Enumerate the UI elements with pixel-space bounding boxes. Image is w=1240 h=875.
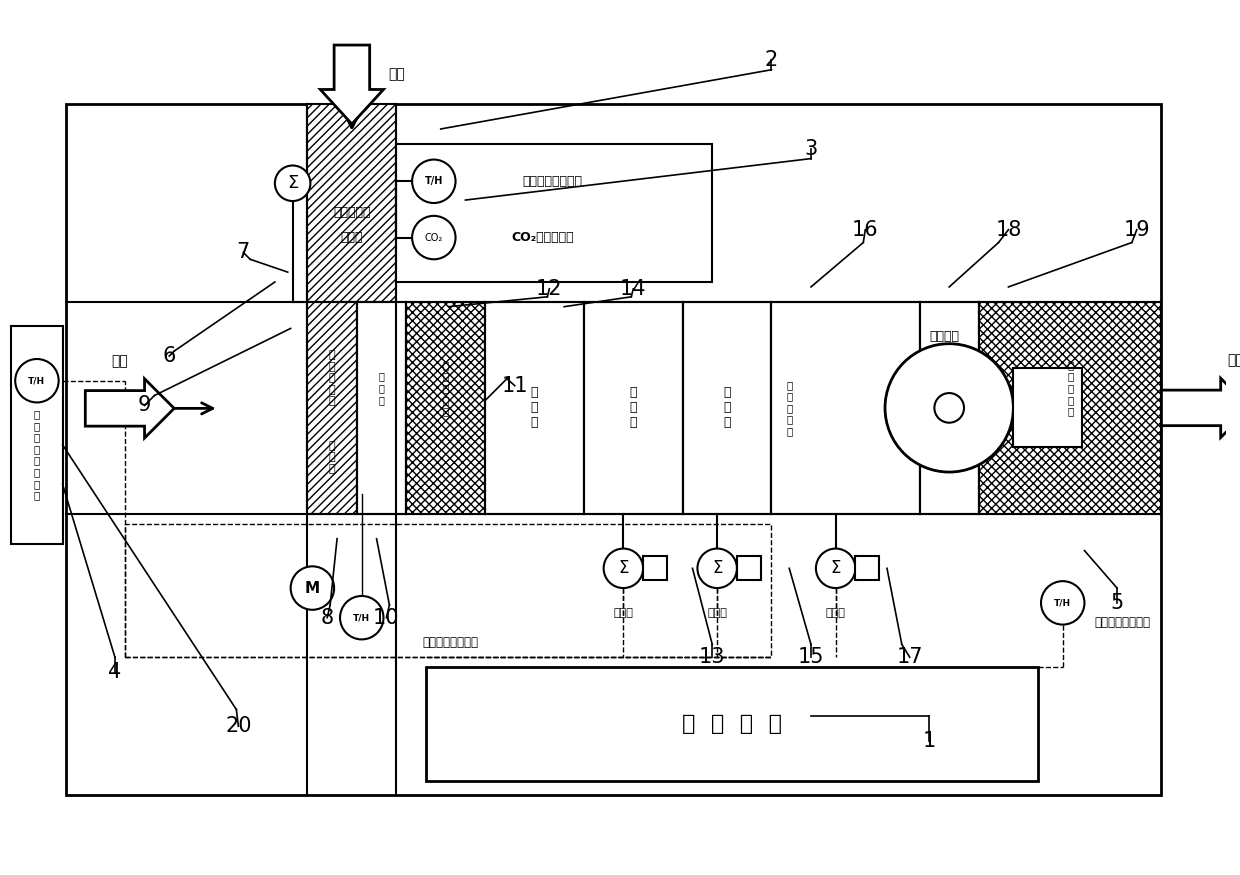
Circle shape <box>412 159 455 203</box>
Text: T/H: T/H <box>1054 598 1071 607</box>
Bar <box>425 667 1038 780</box>
Polygon shape <box>86 379 174 438</box>
Bar <box>66 104 1162 795</box>
Text: 8: 8 <box>321 607 334 627</box>
Text: T/H: T/H <box>353 613 371 622</box>
Text: 蒸流阀: 蒸流阀 <box>826 608 846 618</box>
Text: 18: 18 <box>996 220 1022 240</box>
Text: 新
风
段: 新 风 段 <box>378 372 384 405</box>
Text: 热水阀: 热水阀 <box>707 608 727 618</box>
Text: Σ: Σ <box>618 559 629 578</box>
Polygon shape <box>320 45 383 124</box>
Circle shape <box>340 596 383 640</box>
Text: Σ: Σ <box>831 559 841 578</box>
Bar <box>1013 368 1083 447</box>
Polygon shape <box>1162 378 1240 438</box>
Text: 新
风
段: 新 风 段 <box>329 441 336 474</box>
Circle shape <box>290 566 334 610</box>
Text: 12: 12 <box>536 279 563 299</box>
Bar <box>397 144 712 282</box>
Text: 9: 9 <box>138 396 151 416</box>
Text: CO₂: CO₂ <box>424 233 443 242</box>
Bar <box>357 302 407 514</box>
Text: 送风温湿度传感器: 送风温湿度传感器 <box>1094 616 1149 629</box>
Text: 4: 4 <box>108 662 122 682</box>
Text: 1: 1 <box>923 732 936 751</box>
Text: 送风机段: 送风机段 <box>929 330 960 343</box>
Text: 14: 14 <box>620 279 646 299</box>
Bar <box>11 326 62 543</box>
Circle shape <box>885 344 1013 472</box>
Circle shape <box>604 549 644 588</box>
Text: 7: 7 <box>237 242 250 262</box>
Text: 中
效
过
滤
段: 中 效 过 滤 段 <box>1066 360 1074 416</box>
Text: 15: 15 <box>797 648 825 667</box>
Text: 3: 3 <box>805 139 817 158</box>
Text: 新风: 新风 <box>112 354 128 368</box>
Text: 16: 16 <box>852 220 879 240</box>
Text: 回风温湿度传感器: 回风温湿度传感器 <box>522 175 583 188</box>
Text: T/H: T/H <box>29 376 46 385</box>
Bar <box>856 556 879 580</box>
Text: 新风温湿度传感器: 新风温湿度传感器 <box>423 636 479 649</box>
Text: 回风: 回风 <box>388 67 404 81</box>
Bar <box>644 556 667 580</box>
Circle shape <box>1042 581 1085 625</box>
Text: 混
风
段: 混 风 段 <box>531 387 538 430</box>
Text: 10: 10 <box>373 607 399 627</box>
Bar <box>308 302 357 514</box>
Text: 6: 6 <box>162 346 176 366</box>
Bar <box>978 302 1162 514</box>
Circle shape <box>412 216 455 259</box>
Text: Σ: Σ <box>712 559 723 578</box>
Text: 11: 11 <box>501 375 528 396</box>
Bar <box>737 556 760 580</box>
Circle shape <box>935 393 963 423</box>
Bar <box>920 302 978 514</box>
Text: Σ: Σ <box>286 174 299 192</box>
Text: M: M <box>305 581 320 596</box>
Text: 控  制  模  块: 控 制 模 块 <box>682 714 782 734</box>
Text: 表
冷
段: 表 冷 段 <box>630 387 637 430</box>
Text: 加
热
段: 加 热 段 <box>723 387 730 430</box>
Circle shape <box>15 359 58 403</box>
Text: T/H: T/H <box>424 176 443 186</box>
Bar <box>407 302 485 514</box>
Text: CO₂浓度传感器: CO₂浓度传感器 <box>511 231 574 244</box>
Text: 冷水阀: 冷水阀 <box>614 608 634 618</box>
Text: 送风: 送风 <box>1228 354 1240 367</box>
Bar <box>584 302 683 514</box>
Bar <box>771 302 920 514</box>
Text: 5: 5 <box>1110 593 1123 612</box>
Text: 19: 19 <box>1123 220 1149 240</box>
Circle shape <box>816 549 856 588</box>
Bar <box>683 302 771 514</box>
Text: 20: 20 <box>226 717 252 736</box>
Text: 回风段: 回风段 <box>341 231 363 244</box>
Bar <box>485 302 584 514</box>
Text: 蒸
汽
加
湿
段: 蒸 汽 加 湿 段 <box>786 380 792 436</box>
Bar <box>125 524 771 657</box>
Text: 初
效
过
滤
段: 初 效 过 滤 段 <box>443 360 449 416</box>
Text: 2: 2 <box>765 50 779 70</box>
Text: 13: 13 <box>699 648 725 667</box>
Text: 室
外
温
湿
度
传
感
器: 室 外 温 湿 度 传 感 器 <box>33 410 40 500</box>
Bar <box>308 104 397 302</box>
Text: 回风调节阀: 回风调节阀 <box>334 206 371 220</box>
Text: 17: 17 <box>897 648 923 667</box>
Circle shape <box>275 165 310 201</box>
Text: 新
风
调
节
阀: 新 风 调 节 阀 <box>329 350 336 407</box>
Circle shape <box>697 549 737 588</box>
